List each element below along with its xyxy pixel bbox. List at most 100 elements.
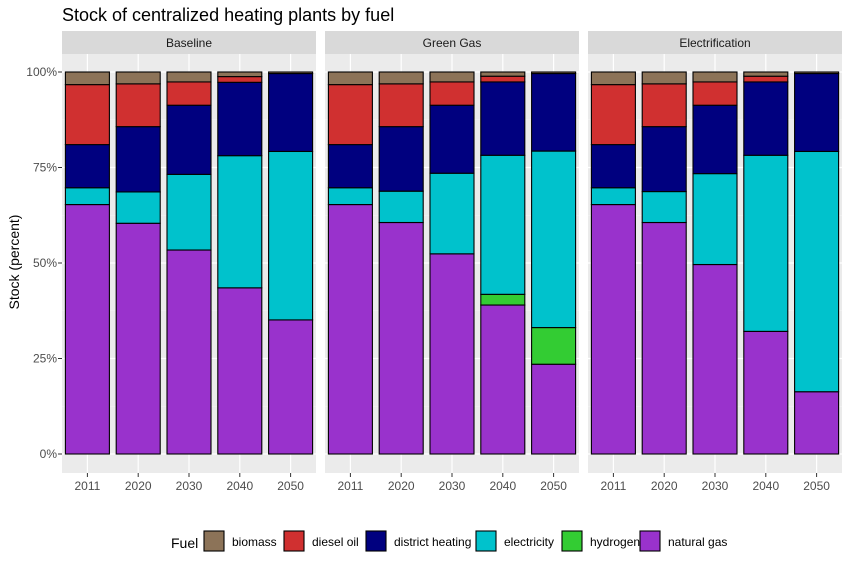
y-tick-label: 50% bbox=[33, 256, 57, 270]
bar-segment-biomass bbox=[531, 71, 577, 75]
bar-segment-natural-gas bbox=[268, 319, 314, 455]
bar-segment-district-heating bbox=[378, 126, 424, 192]
x-tick-label: 2030 bbox=[702, 479, 729, 493]
legend-item-biomass: biomass bbox=[203, 530, 277, 552]
bar-segment-electricity bbox=[641, 191, 687, 224]
facet-electrification: Electrification 2011 2020 2030 2040 2050 bbox=[588, 31, 842, 493]
bar-segment-district-heating bbox=[480, 81, 526, 156]
bar-segment-district-heating bbox=[590, 144, 636, 189]
bar-segment-electricity bbox=[480, 154, 526, 295]
bar-segment-diesel-oil bbox=[641, 83, 687, 128]
bar-segment-diesel-oil bbox=[217, 76, 263, 83]
x-tick-label: 2040 bbox=[489, 479, 516, 493]
bar-segment-diesel-oil bbox=[480, 75, 526, 83]
y-tick-label: 0% bbox=[40, 447, 58, 461]
x-tick-label: 2040 bbox=[226, 479, 253, 493]
bar-segment-electricity bbox=[794, 150, 840, 393]
bar-segment-electricity bbox=[590, 187, 636, 206]
bar-segment-electricity bbox=[378, 190, 424, 224]
y-tick-label: 100% bbox=[26, 65, 57, 79]
bar-segment-natural-gas bbox=[480, 304, 526, 455]
legend: Fuel biomass diesel oil district heating el… bbox=[171, 530, 727, 552]
chart-title: Stock of centralized heating plants by f… bbox=[62, 5, 394, 25]
facet-strip-label: Electrification bbox=[679, 36, 750, 50]
bar-segment-natural-gas bbox=[743, 330, 789, 455]
bar-segment-natural-gas bbox=[64, 204, 110, 455]
bar-segment-district-heating bbox=[429, 104, 475, 174]
legend-label: electricity bbox=[504, 535, 554, 549]
bar-segment-district-heating bbox=[531, 72, 577, 152]
bar-segment-electricity bbox=[217, 155, 263, 289]
bar-segment-electricity bbox=[327, 187, 373, 206]
facet-strip bbox=[325, 31, 579, 54]
bar-segment-diesel-oil bbox=[429, 81, 475, 106]
facet-strip-label: Green Gas bbox=[423, 36, 482, 50]
bar-segment-natural-gas bbox=[115, 222, 161, 455]
x-tick-label: 2011 bbox=[337, 479, 363, 493]
bar-segment-electricity bbox=[115, 191, 161, 224]
bar-segment-hydrogen bbox=[531, 327, 577, 365]
bar-segment-biomass bbox=[590, 71, 636, 86]
x-tick-label: 2011 bbox=[74, 479, 100, 493]
bar-segment-biomass bbox=[217, 71, 263, 78]
bar-segment-district-heating bbox=[115, 126, 161, 193]
bar-segment-district-heating bbox=[794, 72, 840, 153]
x-tick-label: 2030 bbox=[439, 479, 466, 493]
bar-segment-diesel-oil bbox=[327, 84, 373, 146]
bar-segment-electricity bbox=[743, 154, 789, 332]
bar-segment-hydrogen bbox=[480, 293, 526, 306]
facet-green-gas: Green Gas 2011 2020 2030 2040 2050 bbox=[325, 31, 579, 493]
bar-segment-electricity bbox=[268, 150, 314, 321]
legend-swatch bbox=[283, 530, 305, 552]
legend-swatch bbox=[365, 530, 387, 552]
bar-segment-diesel-oil bbox=[64, 84, 110, 146]
bar-segment-biomass bbox=[794, 71, 840, 75]
bar-segment-natural-gas bbox=[166, 249, 212, 455]
facet-strip bbox=[62, 31, 316, 54]
bar-segment-natural-gas bbox=[641, 221, 687, 455]
legend-item-hydrogen: hydrogen bbox=[561, 530, 640, 552]
bar-segment-biomass bbox=[378, 71, 424, 85]
bar-segment-district-heating bbox=[217, 81, 263, 157]
x-tick-label: 2020 bbox=[388, 479, 415, 493]
legend-swatch bbox=[203, 530, 225, 552]
bar-segment-diesel-oil bbox=[590, 84, 636, 146]
bar-segment-district-heating bbox=[743, 81, 789, 156]
bar-segment-biomass bbox=[166, 71, 212, 83]
bar-segment-diesel-oil bbox=[743, 75, 789, 83]
x-tick-label: 2020 bbox=[651, 479, 678, 493]
bar-segment-natural-gas bbox=[378, 221, 424, 455]
facet-strip-label: Baseline bbox=[166, 36, 212, 50]
x-tick-label: 2030 bbox=[176, 479, 203, 493]
legend-label: district heating bbox=[394, 535, 471, 549]
bar-segment-district-heating bbox=[268, 72, 314, 153]
bar-segment-natural-gas bbox=[217, 287, 263, 455]
bar-segment-district-heating bbox=[692, 104, 738, 175]
x-tick-label: 2011 bbox=[600, 479, 626, 493]
y-tick-label: 25% bbox=[33, 352, 57, 366]
bar-segment-electricity bbox=[64, 187, 110, 206]
legend-title: Fuel bbox=[171, 535, 198, 551]
legend-item-electricity: electricity bbox=[475, 530, 554, 552]
x-tick-label: 2050 bbox=[277, 479, 304, 493]
bar-segment-district-heating bbox=[327, 144, 373, 189]
bar-segment-district-heating bbox=[166, 104, 212, 175]
x-tick-label: 2040 bbox=[752, 479, 779, 493]
bar-segment-biomass bbox=[64, 71, 110, 86]
bar-segment-natural-gas bbox=[429, 253, 475, 455]
bar-segment-diesel-oil bbox=[166, 81, 212, 106]
y-tick-label: 75% bbox=[33, 161, 57, 175]
x-tick-label: 2050 bbox=[803, 479, 830, 493]
facet-strip bbox=[588, 31, 842, 54]
bar-segment-biomass bbox=[268, 71, 314, 75]
bar-segment-district-heating bbox=[641, 126, 687, 193]
bar-segment-biomass bbox=[327, 71, 373, 86]
legend-item-diesel-oil: diesel oil bbox=[283, 530, 359, 552]
bar-segment-natural-gas bbox=[327, 204, 373, 455]
legend-item-natural-gas: natural gas bbox=[639, 530, 727, 552]
bar-segment-electricity bbox=[429, 172, 475, 255]
legend-label: natural gas bbox=[668, 535, 727, 549]
bar-segment-district-heating bbox=[64, 144, 110, 189]
bar-segment-natural-gas bbox=[692, 263, 738, 455]
